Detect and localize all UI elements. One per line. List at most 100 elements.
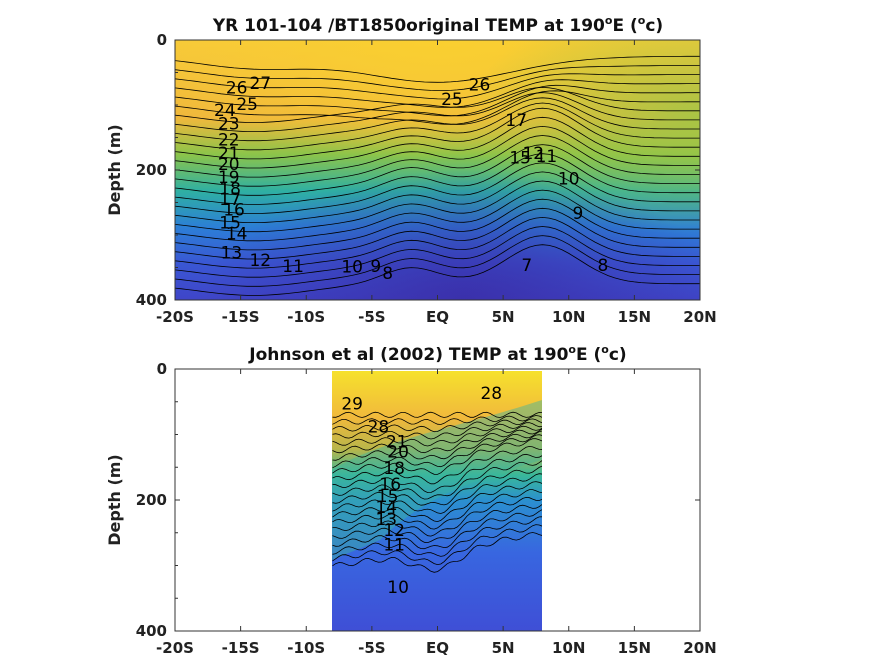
x-tick-label: 5N xyxy=(492,639,515,656)
contour-label: 8 xyxy=(382,264,393,284)
contour-label: 19 xyxy=(218,168,240,188)
panel-2-contour-lines xyxy=(332,411,542,573)
contour-label: 16 xyxy=(223,201,245,221)
contour-label: 11 xyxy=(536,147,558,167)
contour-label: 10 xyxy=(341,258,363,278)
contour-label: 25 xyxy=(441,90,463,110)
y-tick-label: 200 xyxy=(136,161,167,179)
contour-label: 21 xyxy=(218,144,240,164)
contour-label: 18 xyxy=(219,180,241,200)
contour-line xyxy=(332,438,542,475)
contour-label: 7 xyxy=(521,256,532,276)
panel-1-y-axis-label: Depth (m) xyxy=(105,124,124,216)
x-tick-label: 20N xyxy=(683,639,716,656)
x-tick-label: 15N xyxy=(618,308,651,326)
panel-1: YR 101-104 /BT1850original TEMP at 190oE… xyxy=(105,14,717,326)
contour-line xyxy=(175,73,700,100)
contour-line xyxy=(175,79,700,108)
contour-line xyxy=(332,434,542,469)
contour-line xyxy=(175,189,700,242)
contour-line xyxy=(175,116,700,169)
x-tick-label: 15N xyxy=(618,639,651,656)
x-tick-label: EQ xyxy=(426,639,449,656)
x-tick-label: -5S xyxy=(358,308,385,326)
panel-1-x-axis: -20S -15S -10S -5S EQ 5N 10N 15N 20N xyxy=(156,40,717,326)
contour-label: 28 xyxy=(368,418,390,438)
contour-label: 12 xyxy=(383,521,405,541)
panel-1-y-axis: 0 200 400 xyxy=(136,31,700,309)
contour-label: 12 xyxy=(522,144,544,164)
contour-label: 13 xyxy=(221,243,243,263)
contour-label: 8 xyxy=(597,256,608,276)
y-tick-label: 200 xyxy=(136,491,167,509)
contour-label: 29 xyxy=(341,395,363,415)
y-tick-label: 400 xyxy=(136,291,167,309)
contour-label: 14 xyxy=(226,225,248,245)
x-tick-label: -20S xyxy=(156,639,194,656)
contour-label: 23 xyxy=(218,115,240,135)
contour-line xyxy=(332,465,542,506)
x-tick-label: 20N xyxy=(683,308,716,326)
contour-label: 9 xyxy=(573,204,584,224)
y-tick-label: 400 xyxy=(136,622,167,640)
x-tick-label: 10N xyxy=(552,639,585,656)
contour-line xyxy=(332,496,542,537)
contour-line xyxy=(175,235,700,287)
contour-line xyxy=(175,86,700,123)
panel-2-title: Johnson et al (2002) TEMP at 190oE (oc) xyxy=(248,343,626,365)
contour-line xyxy=(332,425,542,447)
contour-line xyxy=(332,532,542,573)
contour-line xyxy=(332,453,542,494)
panel-2: Johnson et al (2002) TEMP at 190oE (oc) … xyxy=(105,343,717,656)
x-tick-label: 10N xyxy=(552,308,585,326)
contour-line xyxy=(175,162,700,214)
contour-line xyxy=(175,55,700,83)
contour-line xyxy=(332,428,542,454)
contour-line xyxy=(175,144,700,196)
contour-line xyxy=(332,489,542,530)
contour-line xyxy=(332,411,542,418)
contour-label: 13 xyxy=(375,510,397,530)
contour-label: 24 xyxy=(214,101,236,121)
contour-line xyxy=(332,504,542,544)
panel-1-contour-lines xyxy=(175,55,700,296)
contour-label: 11 xyxy=(282,257,304,277)
panel-1-title: YR 101-104 /BT1850original TEMP at 190oE… xyxy=(212,14,663,36)
contour-label: 16 xyxy=(379,475,401,495)
y-tick-label: 0 xyxy=(157,31,167,49)
contour-line xyxy=(175,97,700,142)
contour-label: 12 xyxy=(249,251,271,271)
contour-line xyxy=(175,171,700,223)
panel-2-x-axis: -20S -15S -10S -5S EQ 5N 10N 15N 20N xyxy=(156,369,717,656)
contour-label: 15 xyxy=(219,214,241,234)
contour-line xyxy=(175,102,700,151)
contour-label: 20 xyxy=(387,442,409,462)
panel-2-y-axis-label: Depth (m) xyxy=(105,454,124,546)
x-tick-label: -5S xyxy=(358,639,385,656)
contour-line xyxy=(175,226,700,278)
contour-line xyxy=(175,180,700,233)
contour-label: 15 xyxy=(509,149,531,169)
contour-label: 27 xyxy=(249,74,271,94)
contour-line xyxy=(332,481,542,523)
x-tick-label: EQ xyxy=(426,308,449,326)
contour-line xyxy=(175,216,700,269)
contour-label: 22 xyxy=(218,130,240,150)
contour-label: 20 xyxy=(218,155,240,175)
contour-line xyxy=(175,84,700,117)
contour-label: 9 xyxy=(370,257,381,277)
contour-line xyxy=(175,92,700,132)
contour-label: 15 xyxy=(377,487,399,507)
contour-line xyxy=(332,509,542,550)
contour-line xyxy=(175,207,700,260)
contour-line xyxy=(175,65,700,91)
contour-line xyxy=(332,473,542,514)
contour-line xyxy=(332,422,542,440)
contour-label: 25 xyxy=(236,95,258,115)
contour-label: 14 xyxy=(375,498,397,518)
y-tick-label: 0 xyxy=(157,360,167,378)
